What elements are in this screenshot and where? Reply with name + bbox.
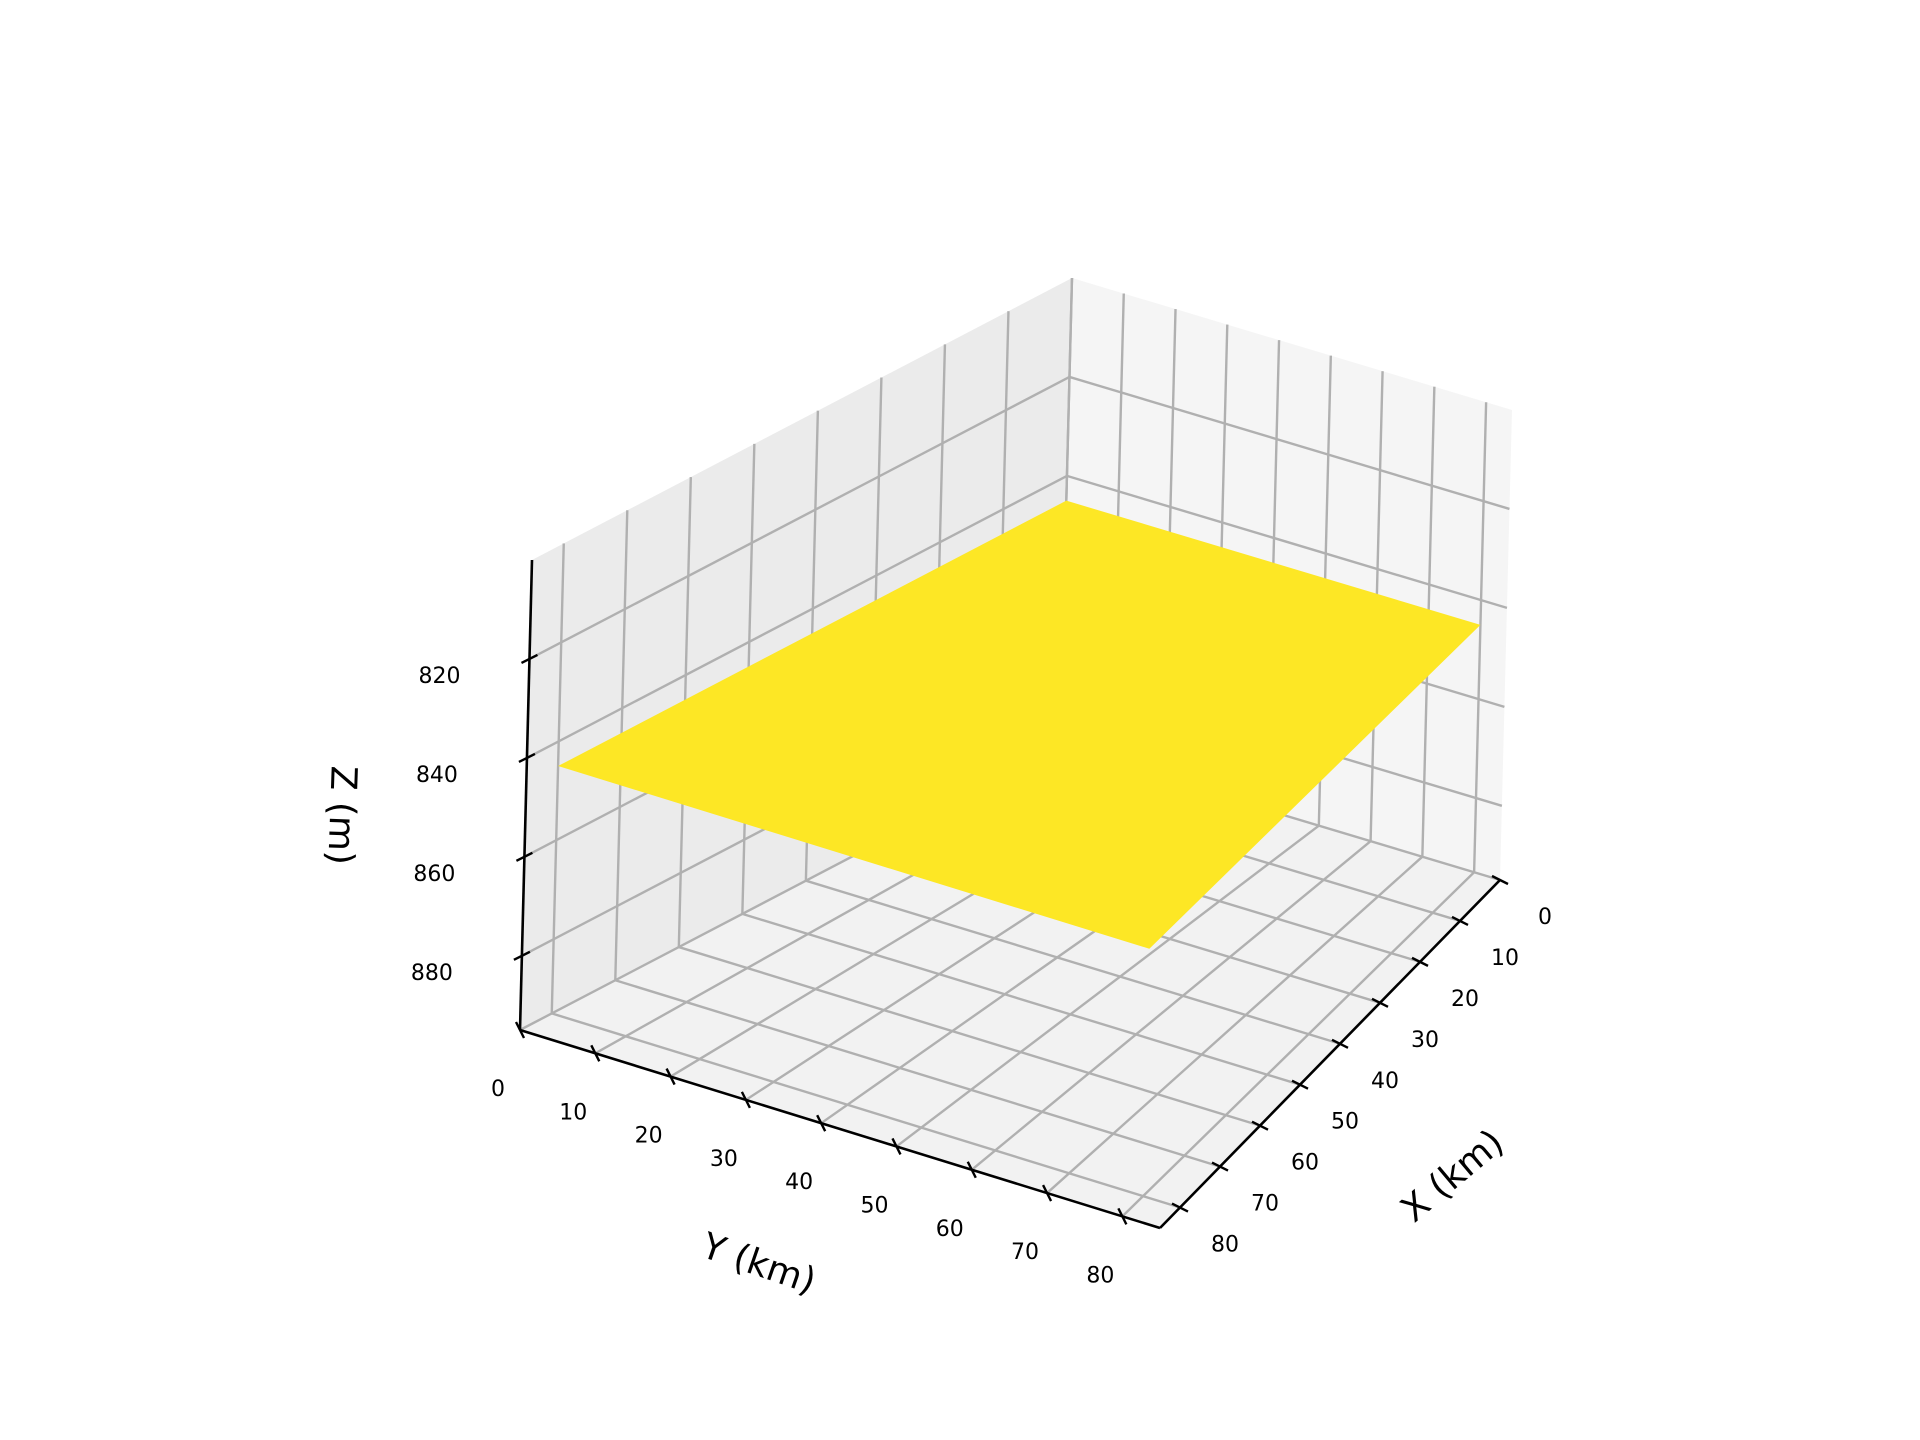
x-tick-0	[1491, 874, 1509, 886]
y-axis-title: Y (km)	[696, 1225, 821, 1302]
z-tick-label-1: 840	[416, 763, 458, 788]
x-tick-8	[1171, 1202, 1189, 1213]
x-tick-label-4: 40	[1371, 1069, 1399, 1094]
y-tick-label-7: 70	[1011, 1240, 1039, 1265]
z-axis-line	[518, 559, 534, 1031]
wall-grid-x-8	[550, 543, 565, 1014]
y-tick-label-4: 40	[785, 1170, 813, 1195]
x-axis-line	[1159, 879, 1501, 1229]
floor-grid-x-8	[551, 1012, 1181, 1209]
floor-grid-x-5	[742, 912, 1301, 1086]
x-tick-label-8: 80	[1211, 1233, 1239, 1258]
y-tick-4	[816, 1114, 827, 1132]
wall-grid-z-left-0	[528, 375, 1071, 661]
wall-grid-z-left-1	[526, 474, 1068, 759]
floor-grid-x-7	[614, 979, 1221, 1168]
x-tick-3	[1371, 997, 1389, 1008]
x-tick-label-1: 10	[1491, 946, 1519, 971]
floor-grid-y-7	[1046, 855, 1424, 1194]
wall-grid-y-8	[1472, 402, 1488, 873]
axis-lines	[518, 559, 1501, 1230]
y-tick-label-1: 10	[559, 1100, 587, 1125]
x-tick-5	[1291, 1079, 1309, 1090]
wall-grid-z-right-1	[1066, 474, 1508, 610]
x-tick-7	[1211, 1161, 1229, 1172]
wall-grid-z-right-0	[1069, 375, 1510, 511]
z-tick-2	[515, 851, 533, 862]
y-tick-label-3: 30	[710, 1147, 738, 1172]
x-tick-label-6: 60	[1291, 1151, 1319, 1176]
tick-labels: 0 10 20 30 40 50 60 70 80 0 10 20 30 40 50 60 70 80 820 840…	[411, 664, 1552, 1288]
tick-marks	[513, 653, 1509, 1225]
x-tick-label-5: 50	[1331, 1110, 1359, 1135]
z-tick-label-0: 820	[418, 664, 460, 689]
y-tick-label-6: 60	[936, 1217, 964, 1242]
y-tick-label-8: 80	[1086, 1263, 1114, 1288]
floor-grid-x-4	[805, 879, 1341, 1045]
floor-grid-x-6	[678, 945, 1261, 1127]
x-axis-title: X (km)	[1393, 1122, 1511, 1231]
x-tick-label-2: 20	[1451, 987, 1479, 1012]
x-tick-2	[1411, 956, 1429, 967]
y-tick-label-2: 20	[635, 1124, 663, 1149]
z-tick-1	[518, 752, 536, 763]
y-tick-0	[514, 1021, 526, 1039]
x-tick-1	[1451, 915, 1469, 927]
z-tick-3	[513, 950, 531, 961]
surface-plane	[558, 500, 1481, 949]
floor-grid-y-6	[971, 840, 1372, 1171]
y-tick-5	[891, 1137, 902, 1156]
x-tick-6	[1251, 1120, 1269, 1131]
y-tick-3	[740, 1091, 751, 1109]
z-tick-0	[520, 653, 539, 665]
z-tick-label-3: 880	[411, 961, 453, 986]
floor-grid-y-5	[895, 824, 1320, 1148]
y-tick-8	[1117, 1207, 1128, 1225]
y-tick-2	[665, 1068, 676, 1086]
y-tick-7	[1041, 1184, 1053, 1202]
floor-pane	[520, 748, 1500, 1228]
surface-layer	[558, 500, 1481, 949]
y-tick-1	[590, 1044, 601, 1062]
y-tick-label-5: 50	[860, 1193, 888, 1218]
z-tick-label-2: 860	[413, 862, 455, 887]
y-tick-6	[966, 1161, 977, 1179]
x-tick-4	[1331, 1038, 1349, 1049]
x-tick-label-0: 0	[1538, 905, 1552, 930]
z-axis-title: Z (m)	[319, 765, 363, 866]
x-tick-label-7: 70	[1251, 1192, 1279, 1217]
floor-grid-y-8	[1121, 871, 1475, 1218]
x-tick-label-3: 30	[1411, 1028, 1439, 1053]
y-tick-label-0: 0	[491, 1077, 505, 1102]
y-axis-line	[519, 1028, 1161, 1230]
